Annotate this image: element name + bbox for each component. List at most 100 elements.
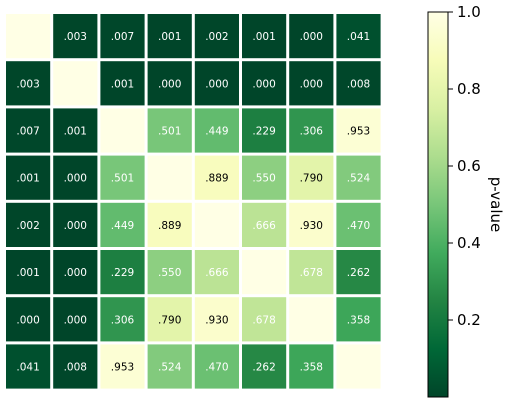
heatmap-cell-label-7-3: .524 [158, 362, 182, 374]
heatmap-cell-label-6-4: .930 [205, 314, 228, 326]
heatmap-cell-0-6 [289, 14, 334, 59]
heatmap-cell-label-7-2: .953 [111, 362, 134, 374]
colorbar-gradient [427, 11, 449, 398]
heatmap-cell-0-7 [336, 14, 381, 59]
heatmap-cell-6-2 [100, 297, 145, 342]
heatmap-cell-label-0-6: .000 [300, 31, 323, 43]
heatmap-cell-label-5-2: .229 [111, 267, 134, 279]
heatmap-cell-3-3 [147, 155, 192, 200]
heatmap-cell-label-0-4: .002 [205, 31, 228, 43]
heatmap-cell-1-4 [194, 61, 239, 106]
heatmap-cell-label-5-4: .666 [205, 267, 229, 279]
heatmap-cell-6-6 [289, 297, 334, 342]
heatmap-cell-2-4 [194, 108, 239, 153]
heatmap-cell-7-2 [100, 344, 145, 389]
heatmap-cell-label-6-0: .000 [16, 314, 39, 326]
heatmap-cell-label-5-6: .678 [300, 267, 323, 279]
heatmap-cell-label-2-5: .229 [252, 126, 275, 138]
heatmap-cell-1-1 [53, 61, 98, 106]
heatmap-cell-label-2-7: .953 [347, 126, 370, 138]
heatmap-cell-2-3 [147, 108, 192, 153]
colorbar: 0.2 0.4 0.6 0.8 1.0 p-value [427, 3, 505, 398]
heatmap-cell-label-1-4: .000 [205, 78, 228, 90]
heatmap-cell-label-0-3: .001 [158, 31, 181, 43]
heatmap-cell-label-6-3: .790 [158, 314, 181, 326]
heatmap-cell-3-6 [289, 155, 334, 200]
heatmap-cell-4-0 [6, 202, 51, 247]
heatmap-cell-label-5-7: .262 [347, 267, 370, 279]
heatmap-cell-5-2 [100, 250, 145, 295]
heatmap-cell-label-3-0: .001 [16, 173, 39, 185]
heatmap-cell-1-2 [100, 61, 145, 106]
heatmap-cell-3-7 [336, 155, 381, 200]
heatmap-cell-6-5 [242, 297, 287, 342]
heatmap-cell-1-3 [147, 61, 192, 106]
heatmap-cell-6-0 [6, 297, 51, 342]
heatmap-cell-label-4-6: .930 [300, 220, 323, 232]
heatmap-cell-label-6-5: .678 [252, 314, 275, 326]
heatmap-cell-6-1 [53, 297, 98, 342]
heatmap-grid: .003 .007 .001 .002 .001 .000 .041 .003 .001 .000… [6, 14, 381, 389]
heatmap-cell-label-7-5: .262 [252, 362, 275, 374]
heatmap-cell-2-6 [289, 108, 334, 153]
heatmap-cell-label-4-7: .470 [347, 220, 370, 232]
heatmap-cell-5-0 [6, 250, 51, 295]
heatmap-cell-label-6-2: .306 [111, 314, 135, 326]
heatmap-cell-label-0-1: .003 [64, 31, 87, 43]
heatmap-cell-6-4 [194, 297, 239, 342]
heatmap-cell-label-4-0: .002 [16, 220, 39, 232]
heatmap-cell-label-3-6: .790 [300, 173, 323, 185]
heatmap-cell-2-1 [53, 108, 98, 153]
heatmap-cell-label-7-1: .008 [64, 362, 87, 374]
heatmap-cell-label-1-5: .000 [252, 78, 275, 90]
heatmap-cell-3-1 [53, 155, 98, 200]
heatmap-cell-label-4-1: .000 [64, 220, 87, 232]
colorbar-tick-label: 0.6 [457, 157, 481, 175]
heatmap-cell-7-0 [6, 344, 51, 389]
heatmap-cell-label-2-3: .501 [158, 126, 181, 138]
heatmap-cell-label-6-1: .000 [64, 314, 87, 326]
heatmap-cell-5-3 [147, 250, 192, 295]
heatmap-cell-3-4 [194, 155, 239, 200]
heatmap-cell-0-5 [242, 14, 287, 59]
heatmap-cell-label-3-5: .550 [252, 173, 275, 185]
heatmap-cell-label-2-0: .007 [16, 126, 39, 138]
heatmap-cell-label-7-0: .041 [16, 362, 39, 374]
heatmap-cell-3-0 [6, 155, 51, 200]
heatmap-cell-2-2 [100, 108, 145, 153]
heatmap-cell-2-0 [6, 108, 51, 153]
heatmap-cell-label-2-1: .001 [64, 126, 87, 138]
heatmap-cell-2-5 [242, 108, 287, 153]
heatmap-cell-label-3-2: .501 [111, 173, 134, 185]
heatmap-cell-label-5-3: .550 [158, 267, 181, 279]
heatmap-cell-label-1-7: .008 [347, 78, 370, 90]
heatmap-cell-7-7 [336, 344, 381, 389]
heatmap-cell-3-2 [100, 155, 145, 200]
heatmap-cell-7-4 [194, 344, 239, 389]
heatmap-cell-label-0-2: .007 [111, 31, 134, 43]
heatmap-cell-1-7 [336, 61, 381, 106]
heatmap-cell-1-5 [242, 61, 287, 106]
heatmap-cell-label-1-2: .001 [111, 78, 134, 90]
heatmap-cell-6-3 [147, 297, 192, 342]
heatmap-cell-label-5-1: .000 [64, 267, 87, 279]
heatmap-cell-label-3-7: .524 [347, 173, 371, 185]
heatmap-cell-4-3 [147, 202, 192, 247]
heatmap-cell-label-1-0: .003 [16, 78, 39, 90]
heatmap-cell-5-5 [242, 250, 287, 295]
heatmap-cell-6-7 [336, 297, 381, 342]
colorbar-tick-label: 0.4 [457, 234, 481, 252]
heatmap-cell-label-1-6: .000 [300, 78, 323, 90]
heatmap-cell-4-5 [242, 202, 287, 247]
colorbar-tick-label: 1.0 [457, 3, 481, 21]
heatmap-cell-4-4 [194, 202, 239, 247]
heatmap-cell-label-2-6: .306 [300, 126, 324, 138]
heatmap-cell-label-4-3: .889 [158, 220, 181, 232]
heatmap-cell-4-7 [336, 202, 381, 247]
heatmap-cell-4-1 [53, 202, 98, 247]
heatmap-cell-4-2 [100, 202, 145, 247]
heatmap-cell-1-6 [289, 61, 334, 106]
heatmap-cell-label-3-4: .889 [205, 173, 228, 185]
heatmap-cell-3-5 [242, 155, 287, 200]
